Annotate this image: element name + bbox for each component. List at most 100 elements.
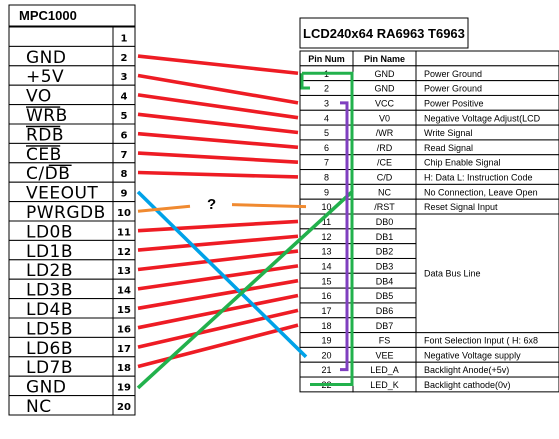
lcd-pin-name: /RD	[377, 143, 393, 153]
mpc-pin-label: GND	[26, 48, 66, 68]
mpc-pin-label: VEEOUT	[26, 184, 98, 204]
lcd-pin-name: LED_A	[370, 365, 399, 375]
red-wire	[137, 278, 299, 311]
mpc-label-cell	[8, 395, 114, 416]
lcd-pin-name: GND	[375, 84, 396, 94]
mpc-pin-number: 2	[121, 53, 128, 64]
lcd-pin-name: /WR	[376, 128, 394, 138]
lcd-pin-description: Reset Signal Input	[424, 202, 498, 212]
lcd-pin-number: 10	[321, 202, 331, 212]
lcd-pin-number: 3	[324, 98, 329, 108]
lcd-pin-number: 17	[321, 306, 331, 316]
lcd-pin-description: Negative Voltage supply	[424, 350, 521, 360]
lcd-pin-number: 8	[324, 173, 329, 183]
red-wire	[137, 170, 299, 179]
mpc-pin-label: GND	[26, 378, 66, 398]
data-bus-label: Data Bus Line	[424, 268, 481, 278]
mpc-pin-number: 16	[117, 324, 131, 335]
lcd-pin-name: VCC	[375, 98, 395, 108]
red-wire	[137, 93, 299, 120]
lcd-pin-description: Chip Enable Signal	[424, 158, 501, 168]
lcd-pin-name: FS	[379, 336, 391, 346]
lcd-pin-number: 13	[321, 247, 331, 257]
red-wire	[137, 73, 299, 105]
wiring-lines	[136, 54, 354, 390]
lcd-pin-name: DB1	[376, 232, 394, 242]
mpc-pin-number: 15	[117, 305, 131, 316]
mpc-pin-number: 13	[117, 266, 131, 277]
mpc-pin-label: NC	[26, 397, 52, 417]
lcd-pin-description: Power Positive	[424, 98, 484, 108]
lcd-pin-number: 11	[322, 217, 331, 227]
lcd-pin-number: 18	[321, 321, 331, 331]
mpc-pin-number: 1	[121, 33, 128, 44]
lcd-title-box	[299, 17, 469, 49]
lcd-pin-description: Write Signal	[424, 128, 472, 138]
red-wire	[137, 234, 299, 252]
lcd-pin-number: 15	[321, 276, 331, 286]
lcd-pin-description: Negative Voltage Adjust(LCD	[424, 113, 541, 123]
green-wire-gnd-link	[300, 73, 310, 90]
lcd-pin-name: DB6	[376, 306, 394, 316]
data-bus-cell	[415, 213, 559, 334]
mpc-pin-number: 10	[117, 208, 131, 219]
lcd-pin-number: 16	[321, 291, 331, 301]
mpc1000-connector: MPC1000 1 GND 2 +5V 3 VO 4 WRB 5 RDB 6 CEB 7 C/DB 8 VEE…	[8, 4, 136, 417]
mpc-pin-label: VO	[26, 87, 52, 107]
mpc1000-title: MPC1000	[19, 8, 77, 23]
mpc-pin-number: 18	[117, 363, 131, 374]
mpc-pin-label: LD0B	[26, 222, 73, 242]
mpc-label-cell	[8, 84, 114, 106]
lcd-pin-description: Font Selection Input ( H: 6x8	[424, 336, 538, 346]
lcd-pin-description: Backlight cathode(0v)	[424, 380, 511, 390]
mpc-pin-number: 8	[121, 169, 128, 180]
red-wire	[137, 264, 299, 291]
lcd-pin-name: VEE	[375, 350, 393, 360]
red-wire	[137, 293, 299, 330]
lcd-pin-number: 12	[321, 232, 331, 242]
lcd-pin-description: Power Ground	[424, 69, 482, 79]
mpc-pin-number: 4	[121, 92, 128, 103]
lcd-header-cell	[415, 50, 559, 67]
mpc-pin-label: LD6B	[26, 339, 73, 359]
mpc-pin-label: RDB	[26, 125, 64, 145]
lcd-pin-description: H: Data L: Instruction Code	[424, 173, 533, 183]
lcd-pin-name: DB0	[376, 217, 394, 227]
red-wire	[137, 219, 299, 233]
lcd-pin-name: DB2	[376, 247, 394, 257]
lcd-pin-number: 4	[324, 113, 329, 123]
unknown-connection-mark: ?	[207, 196, 216, 213]
red-wire	[137, 54, 299, 76]
mpc-label-cell	[8, 26, 114, 47]
mpc-num-cell	[112, 395, 136, 416]
lcd-pin-number: 21	[321, 365, 331, 375]
lcd-pin-number: 6	[324, 143, 329, 153]
red-wire	[137, 323, 299, 369]
lcd-pin-description: Backlight Anode(+5v)	[424, 365, 509, 375]
mpc-pin-label: +5V	[26, 67, 64, 87]
red-wire	[137, 151, 299, 164]
green-wire-gnd-diagonal	[136, 190, 354, 390]
mpc-pin-number: 6	[121, 130, 128, 141]
red-wire	[137, 112, 299, 135]
mpc-pin-label: LD7B	[26, 358, 73, 378]
mpc-pin-number: 12	[117, 247, 131, 258]
lcd-pin-number: 19	[321, 336, 331, 346]
mpc-pin-number: 11	[117, 227, 131, 238]
lcd-pin-name: DB4	[376, 276, 394, 286]
lcd-pin-number: 9	[324, 187, 329, 197]
orange-wire-pwrgdb-left	[137, 204, 191, 213]
mpc-pin-label: WRB	[26, 106, 68, 126]
mpc-pin-number: 17	[117, 344, 131, 355]
lcd-pin-number: 2	[324, 84, 329, 94]
lcd-pin-name: GND	[375, 69, 396, 79]
lcd-pin-number: 7	[324, 158, 329, 168]
mpc-pin-number: 14	[117, 286, 131, 297]
red-wire	[137, 131, 299, 150]
mpc1000-title-box	[8, 4, 136, 27]
orange-wire-pwrgdb-right	[231, 203, 307, 209]
lcd-pin-description: No Connection, Leave Open	[424, 187, 538, 197]
lcd-pin-name: DB7	[376, 321, 394, 331]
